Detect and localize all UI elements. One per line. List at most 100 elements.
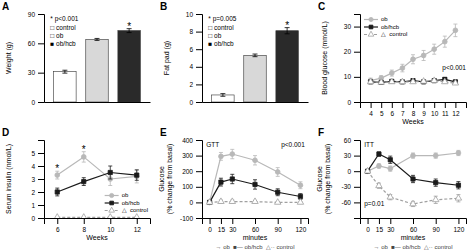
y-tick-label: 2 xyxy=(189,81,193,88)
y-tick: 30 xyxy=(344,152,360,159)
marker xyxy=(81,214,87,218)
x-tick-label: 120 xyxy=(295,226,306,233)
legend-entry: ob xyxy=(105,192,129,198)
x-tick: 8 xyxy=(412,102,416,117)
x-tick-label: 15 xyxy=(218,226,226,233)
error-bar-cap xyxy=(219,178,223,179)
error-bar xyxy=(230,149,234,158)
error-bar xyxy=(400,64,404,72)
error-bar-cap xyxy=(253,56,258,57)
y-tick-mark xyxy=(196,171,202,172)
y-tick: 200 xyxy=(182,168,202,175)
x-tick: 120 xyxy=(295,218,306,233)
x-tick-label: 15 xyxy=(376,226,384,233)
x-tick-label: 60 xyxy=(410,226,418,233)
error-bar-cap xyxy=(82,177,86,178)
legend-label: △ control xyxy=(122,207,148,213)
error-bar-cap xyxy=(400,71,404,72)
y-tick-mark xyxy=(354,52,360,53)
marker xyxy=(55,190,59,194)
x-axis-line xyxy=(45,219,151,225)
y-tick: 0 xyxy=(31,215,44,222)
error-bar-cap xyxy=(62,70,67,71)
error-bar xyxy=(411,55,415,64)
annotation: * p<0.001 xyxy=(50,15,78,23)
marker xyxy=(411,57,416,62)
x-tick-label: 5 xyxy=(380,110,384,117)
error-bar-cap xyxy=(456,181,460,182)
x-axis: 015306090120 xyxy=(203,218,309,233)
error-bar-cap xyxy=(411,175,415,176)
panel: -1000100200300400015306090120GTTp<0.001→… xyxy=(158,127,309,250)
marker xyxy=(229,198,235,204)
x-tick-mark xyxy=(402,102,403,108)
x-tick-label: 6 xyxy=(390,110,394,117)
legend-marker xyxy=(368,31,374,36)
error-bar-cap xyxy=(127,32,132,33)
y-axis-title-line: Glucose xyxy=(158,166,165,192)
x-tick-mark xyxy=(255,218,256,224)
y-tick-mark xyxy=(354,140,360,141)
error-bar xyxy=(298,182,302,189)
error-bar-cap xyxy=(82,162,86,163)
x-axis: 456789101112 xyxy=(361,102,467,117)
error-bar-cap xyxy=(298,188,302,189)
x-tick-mark xyxy=(371,102,372,108)
y-axis: -60-3003060 xyxy=(342,137,361,219)
y-tick: 2 xyxy=(189,81,202,88)
annotation: → ob ■— ob/hcb △·· control xyxy=(216,244,295,250)
title: A xyxy=(2,1,9,12)
x-axis-line xyxy=(203,219,309,225)
marker xyxy=(411,177,415,181)
plot-area xyxy=(367,24,458,85)
x-axis: 681012 xyxy=(45,218,151,233)
x-tick: 15 xyxy=(376,218,384,233)
error-bar xyxy=(388,166,392,171)
x-axis xyxy=(45,102,151,103)
legend-label: △ control xyxy=(381,31,407,37)
marker xyxy=(219,180,223,184)
marker xyxy=(135,173,139,177)
error-bar-cap xyxy=(276,195,280,196)
y-tick: 300 xyxy=(182,152,202,159)
x-tick: 10 xyxy=(431,102,439,117)
y-tick-label: 90 xyxy=(28,11,36,18)
x-tick: 120 xyxy=(453,218,464,233)
marker xyxy=(82,179,86,183)
marker xyxy=(456,151,461,156)
series xyxy=(368,77,457,84)
error-bar-cap xyxy=(388,156,392,157)
marker xyxy=(453,28,458,33)
legend-marker xyxy=(110,201,114,205)
y-tick-label: 3 xyxy=(31,176,35,183)
error-bar xyxy=(55,188,59,196)
y-axis-title: Fat pad (g) xyxy=(163,41,171,75)
error-bar-cap xyxy=(432,54,436,55)
y-tick-label: 0 xyxy=(189,99,193,106)
series xyxy=(54,214,140,218)
x-tick-mark xyxy=(137,218,138,224)
marker xyxy=(253,158,258,163)
bar xyxy=(212,95,234,102)
error-bar-cap xyxy=(108,179,112,180)
y-tick-mark xyxy=(354,77,360,78)
y-axis-title-line: Blood glucose (mmol/L) xyxy=(321,21,329,95)
error-bar xyxy=(82,178,86,186)
marker xyxy=(420,78,426,84)
error-bar-cap xyxy=(443,36,447,37)
error-bar-cap xyxy=(253,164,257,165)
title: C xyxy=(318,1,325,12)
y-tick-mark xyxy=(38,218,44,219)
y-tick: -60 xyxy=(342,199,360,206)
legend-label: ob xyxy=(122,192,129,198)
bar xyxy=(118,31,140,102)
x-tick-label: 4 xyxy=(369,110,373,117)
y-tick-mark xyxy=(38,14,44,15)
annotation: GTT xyxy=(206,141,219,148)
error-bar-cap xyxy=(219,160,223,161)
marker xyxy=(253,182,257,186)
y-tick: 0 xyxy=(347,99,360,106)
annotation: ITT xyxy=(364,141,374,148)
annotation: ■ ob/hcb xyxy=(50,40,76,47)
y-tick: 8 xyxy=(189,28,202,35)
